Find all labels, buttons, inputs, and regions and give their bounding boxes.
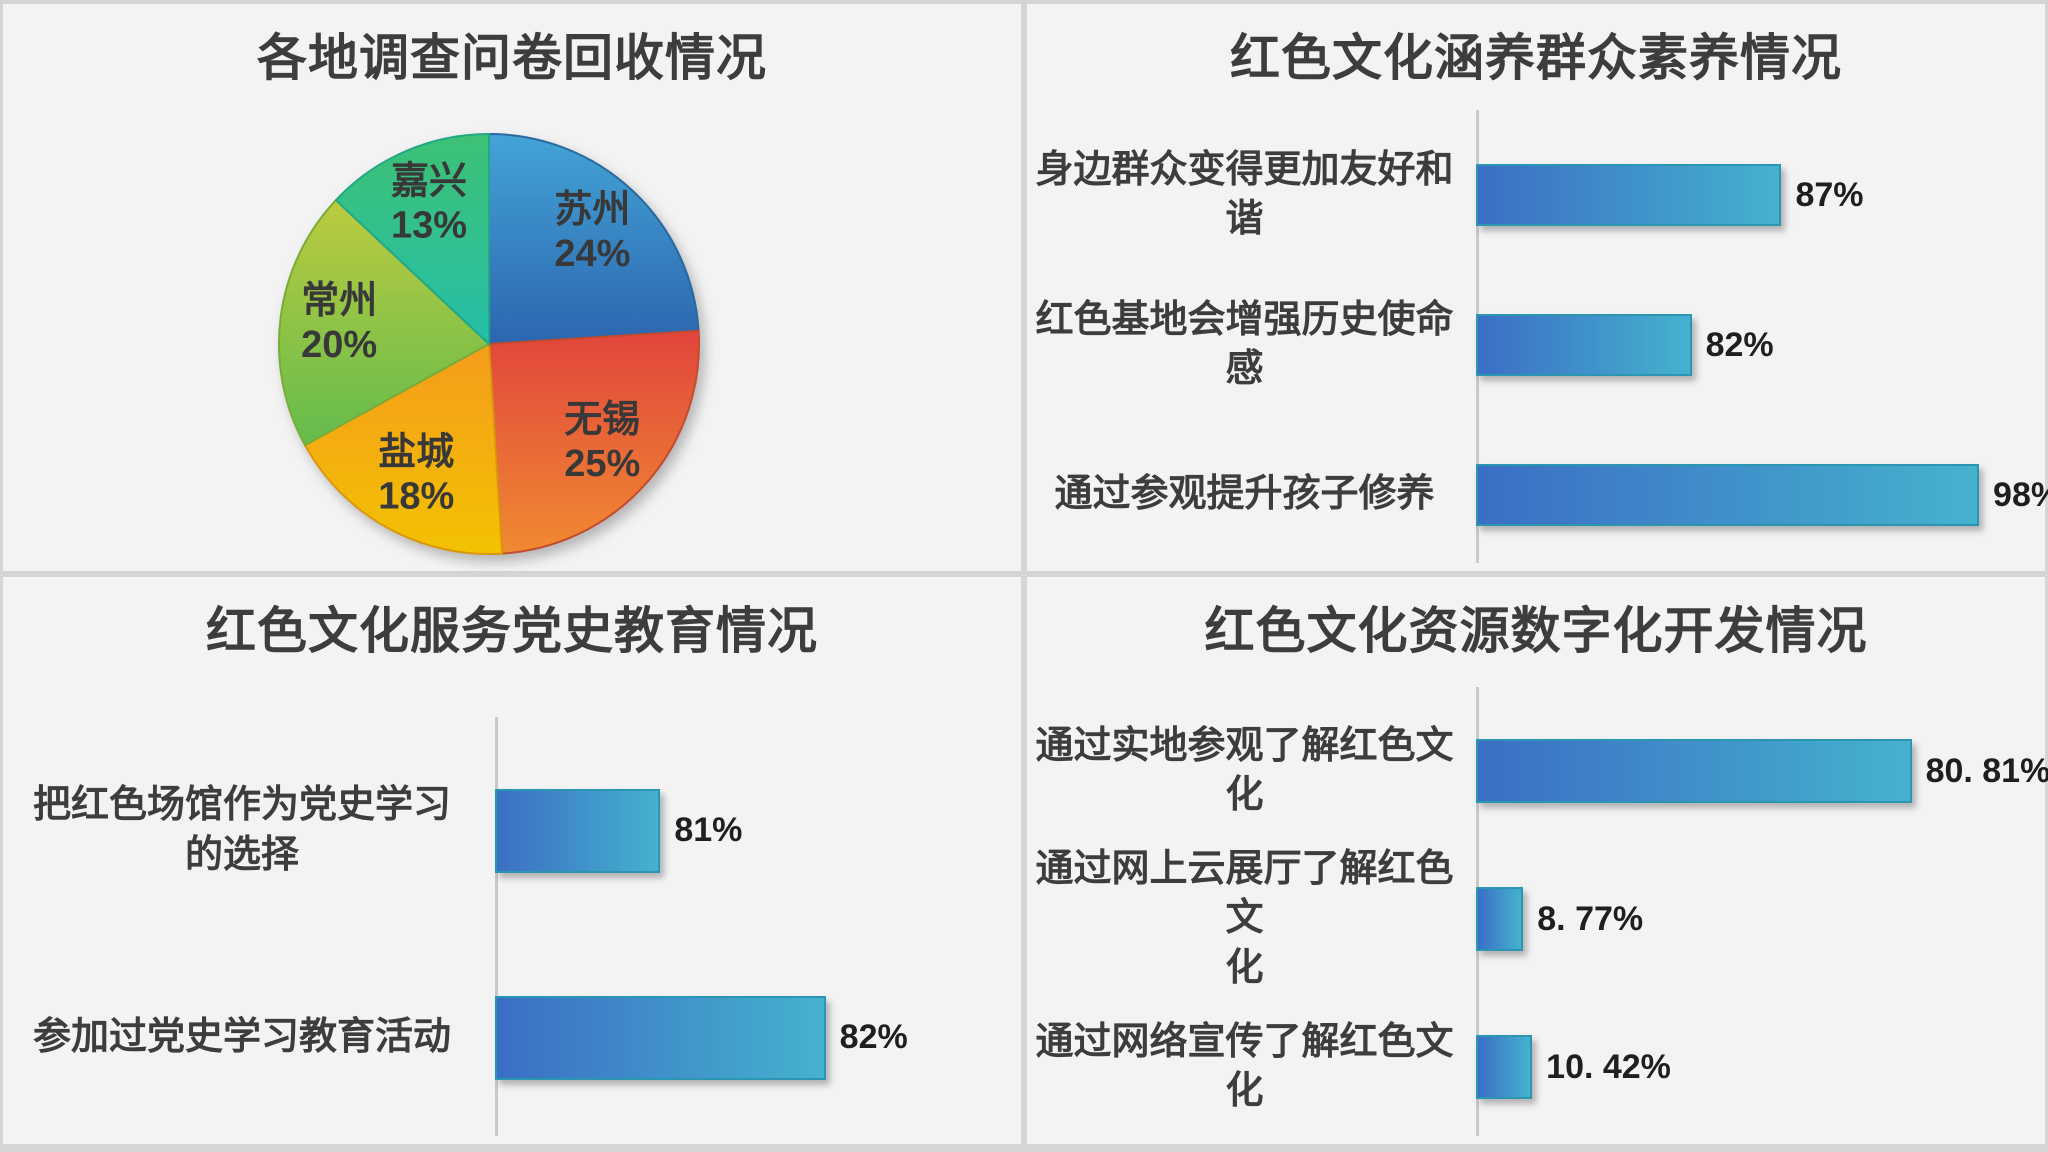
pie-slice-label: 常州 20% bbox=[301, 280, 377, 366]
bar-row: 红色基地会增强历史使命感 82% bbox=[1027, 270, 2015, 420]
bar-plot-area: 8. 77% bbox=[1476, 845, 2015, 993]
data-bar bbox=[1476, 164, 1782, 226]
pie-slice-label: 无锡 25% bbox=[564, 399, 640, 485]
bar-chart: 把红色场馆作为党史学习 的选择 81% 参加过党史学习教育活动 82% bbox=[3, 717, 991, 1136]
bar-plot-area: 87% bbox=[1476, 120, 2015, 270]
chart-title: 红色文化资源数字化开发情况 bbox=[1204, 603, 1868, 659]
panel-bar-public-literacy: 红色文化涵养群众素养情况 身边群众变得更加友好和谐 87% 红色基地会增强历史使命感… bbox=[1027, 4, 2048, 571]
bar-plot-area: 81% bbox=[495, 727, 991, 934]
category-label: 红色基地会增强历史使命感 bbox=[1035, 298, 1454, 390]
data-bar bbox=[495, 995, 826, 1080]
value-label: 80. 81% bbox=[1925, 751, 2048, 790]
category-label: 通过网上云展厅了解红色文化 bbox=[1035, 847, 1454, 989]
bar-plot-area: 82% bbox=[1476, 270, 2015, 420]
value-label: 8. 77% bbox=[1537, 899, 1644, 938]
bar-row: 通过实地参观了解红色文化 80. 81% bbox=[1027, 697, 2048, 845]
chart-title: 红色文化涵养群众素养情况 bbox=[1230, 30, 1842, 86]
pie-slice-label: 盐城 18% bbox=[378, 431, 454, 517]
panel-bar-digital-development: 红色文化资源数字化开发情况 通过实地参观了解红色文化 80. 81% 通过网上云展厅… bbox=[1027, 577, 2048, 1144]
pie-slice-苏州 bbox=[488, 132, 700, 346]
pie-slice-常州 bbox=[277, 198, 491, 447]
pie-slice-label: 嘉兴 13% bbox=[391, 160, 467, 246]
data-bar bbox=[495, 788, 661, 873]
chart-title: 红色文化服务党史教育情况 bbox=[206, 603, 818, 659]
pie-slice-无锡 bbox=[487, 329, 701, 555]
data-bar bbox=[1476, 887, 1524, 951]
value-label: 87% bbox=[1795, 175, 1864, 214]
value-label: 81% bbox=[674, 811, 743, 849]
pie-slice-label: 苏州 24% bbox=[554, 189, 630, 275]
bar-plot-area: 10. 42% bbox=[1476, 993, 2015, 1141]
panel-survey-pie: 各地调查问卷回收情况 苏州 24% 无锡 25% 盐城 18% 常州 20% 嘉兴 13% bbox=[3, 4, 1021, 571]
pie-chart: 苏州 24% 无锡 25% 盐城 18% 常州 20% 嘉兴 13% bbox=[269, 124, 709, 564]
data-bar bbox=[1476, 314, 1692, 376]
bar-row: 通过参观提升孩子修养 98% bbox=[1027, 420, 2048, 570]
data-bar bbox=[1476, 739, 1912, 803]
bar-row: 通过网络宣传了解红色文化 10. 42% bbox=[1027, 993, 2015, 1141]
category-label: 通过实地参观了解红色文化 bbox=[1035, 724, 1454, 816]
pie-svg: 苏州 24% 无锡 25% 盐城 18%常州 20%嘉兴 13% bbox=[277, 132, 701, 556]
category-label: 参加过党史学习教育活动 bbox=[32, 1015, 451, 1058]
chart-title: 各地调查问卷回收情况 bbox=[257, 30, 767, 86]
bar-row: 身边群众变得更加友好和谐 87% bbox=[1027, 120, 2015, 270]
data-bar bbox=[1476, 464, 1980, 526]
value-label: 98% bbox=[1993, 475, 2048, 514]
category-label: 身边群众变得更加友好和谐 bbox=[1035, 148, 1454, 240]
panel-bar-party-history: 红色文化服务党史教育情况 把红色场馆作为党史学习 的选择 81% 参加过党史学习教育活… bbox=[3, 577, 1021, 1144]
bar-row: 通过网上云展厅了解红色文化 8. 77% bbox=[1027, 845, 2015, 993]
bar-chart: 身边群众变得更加友好和谐 87% 红色基地会增强历史使命感 82% 通过参观提升孩子修养… bbox=[1027, 110, 2048, 563]
pie-slice-盐城 bbox=[303, 342, 504, 556]
category-label: 通过参观提升孩子修养 bbox=[1054, 473, 1435, 516]
bar-plot-area: 82% bbox=[495, 934, 991, 1141]
bar-row: 参加过党史学习教育活动 82% bbox=[3, 934, 991, 1141]
value-label: 82% bbox=[839, 1018, 908, 1056]
category-label: 通过网络宣传了解红色文化 bbox=[1035, 1020, 1454, 1112]
value-label: 82% bbox=[1705, 325, 1774, 364]
pie-slice-嘉兴 bbox=[334, 132, 490, 347]
bar-chart: 通过实地参观了解红色文化 80. 81% 通过网上云展厅了解红色文化 8. 77% 通过… bbox=[1027, 687, 2048, 1136]
bar-plot-area: 98% bbox=[1476, 420, 2048, 570]
y-axis-line bbox=[495, 717, 498, 1136]
category-label: 把红色场馆作为党史学习 的选择 bbox=[32, 784, 451, 876]
value-label: 10. 42% bbox=[1546, 1047, 1671, 1086]
bar-plot-area: 80. 81% bbox=[1476, 697, 2048, 845]
data-bar bbox=[1476, 1035, 1533, 1099]
bar-row: 把红色场馆作为党史学习 的选择 81% bbox=[3, 727, 991, 934]
